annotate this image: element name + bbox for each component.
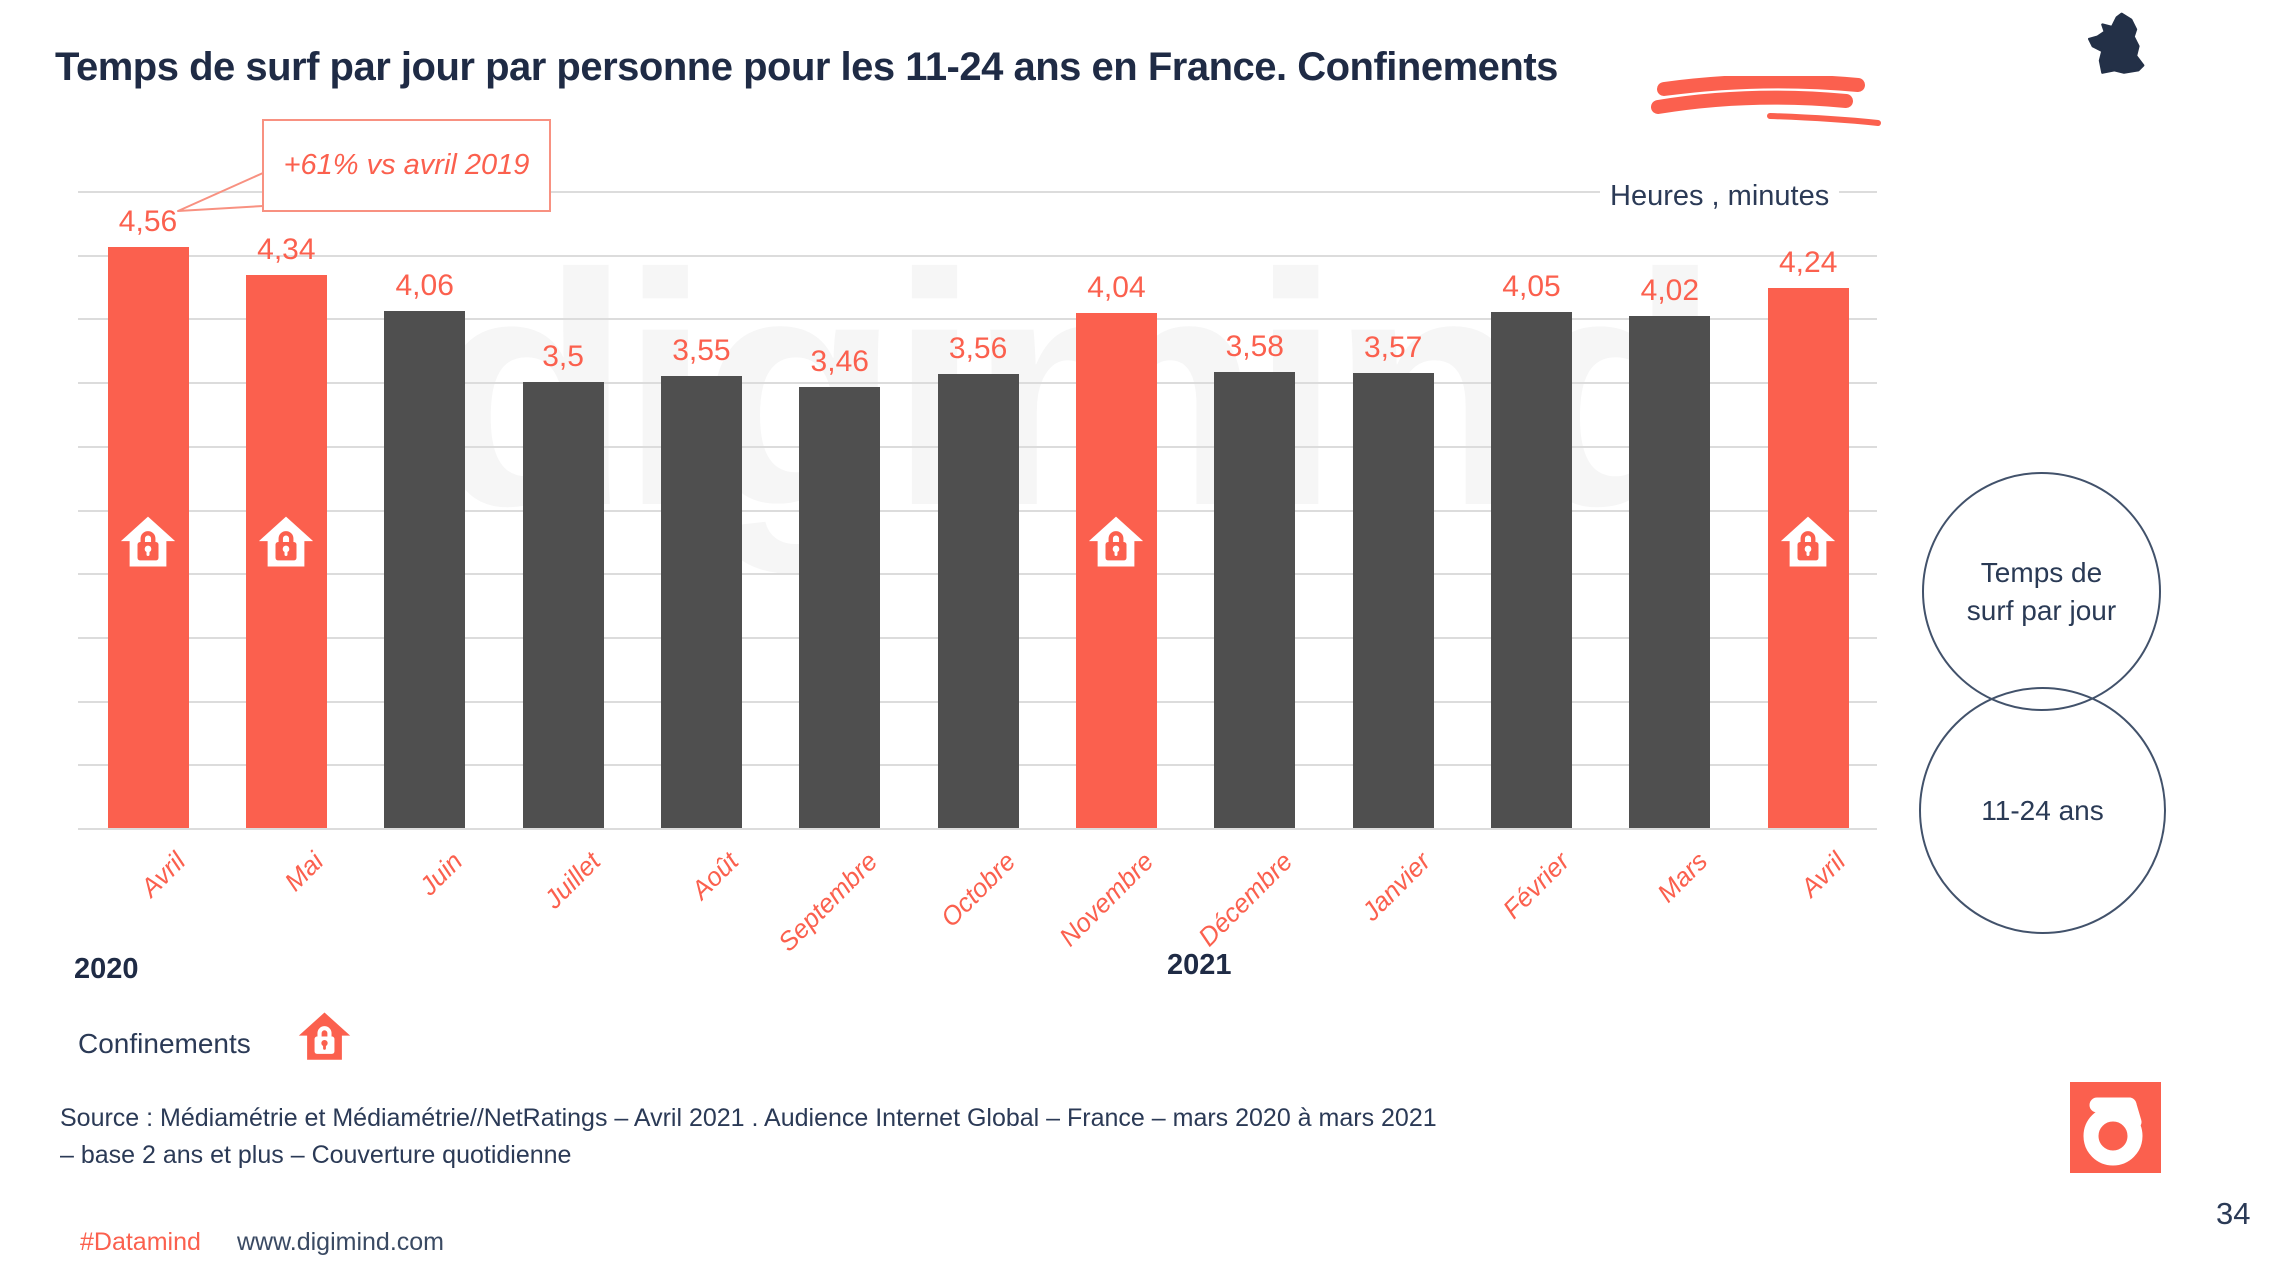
gridline — [78, 191, 1877, 193]
bar-juin — [384, 310, 466, 828]
bar-mars — [1629, 315, 1711, 828]
bar-value-label: 4,06 — [395, 268, 454, 302]
annotation-callout: +61% vs avril 2019 — [262, 119, 551, 212]
bar-juillet — [522, 382, 604, 828]
source-line-2: – base 2 ans et plus – Couverture quotid… — [60, 1141, 572, 1169]
bar-octobre — [937, 374, 1019, 828]
house-lock-icon — [120, 516, 176, 567]
lockdown-house-lock-icon — [298, 1010, 351, 1068]
bar-value-label: 4,34 — [257, 233, 316, 267]
bar-août — [660, 375, 742, 828]
bar-février — [1491, 312, 1572, 828]
bar-value-label: 3,5 — [542, 340, 584, 374]
bar-décembre — [1214, 371, 1296, 828]
bar-value-label: 4,04 — [1087, 271, 1146, 305]
axis-unit-label: Heures , minutes — [1600, 180, 1840, 213]
legend-label: Confinements — [78, 1028, 251, 1059]
annotation-callout-lines — [177, 172, 264, 212]
house-lock-icon — [1089, 516, 1144, 567]
gridline — [78, 828, 1877, 830]
website-link[interactable]: www.digimind.com — [237, 1228, 445, 1256]
underline-scribble-icon — [1651, 76, 1881, 126]
house-lock-icon-wrap — [1780, 514, 1836, 575]
bar-value-label: 3,46 — [810, 345, 869, 379]
digimind-logo — [2070, 1082, 2161, 1173]
circle-badge-temps-de-surf: Temps de surf par jour — [1922, 472, 2161, 711]
circle-badge-age: 11-24 ans — [1919, 687, 2166, 934]
bar-value-label: 4,56 — [118, 205, 178, 239]
page-title: Temps de surf par jour par personne pour… — [55, 44, 1558, 89]
source-text: Source : Médiamétrie et Médiamétrie//Net… — [60, 1100, 1680, 1174]
circle-badge-label: 11-24 ans — [1981, 794, 2104, 826]
house-lock-icon-wrap — [1088, 514, 1144, 575]
source-line-1: Source : Médiamétrie et Médiamétrie//Net… — [60, 1104, 1437, 1132]
bar-value-label: 4,02 — [1640, 273, 1700, 307]
bar-value-label: 4,05 — [1502, 270, 1561, 304]
house-lock-icon — [298, 1012, 351, 1060]
bar-value-label: 3,55 — [672, 333, 731, 367]
year-label-2020: 2020 — [74, 953, 139, 985]
house-lock-icon-wrap — [258, 514, 314, 575]
france-map-icon — [2088, 12, 2145, 74]
bar-septembre — [799, 387, 881, 828]
digimind-logo-glyph-icon — [2083, 1097, 2143, 1166]
year-label-2021: 2021 — [1167, 949, 1232, 981]
page-number: 34 — [2216, 1196, 2251, 1231]
bar-janvier — [1352, 373, 1434, 828]
bar-value-label: 4,24 — [1778, 245, 1838, 279]
bar-value-label: 3,57 — [1363, 331, 1423, 365]
bar-value-label: 3,56 — [948, 332, 1008, 366]
bar-value-label: 3,58 — [1225, 329, 1284, 363]
gridline — [78, 318, 1877, 321]
house-lock-icon — [1781, 516, 1836, 567]
bar-novembre — [1075, 313, 1157, 828]
annotation-text: +61% vs avril 2019 — [283, 149, 530, 181]
circle-badge-label: Temps de surf par jour — [1966, 556, 2117, 626]
house-lock-icon — [259, 516, 314, 567]
gridline — [78, 254, 1877, 257]
hashtag-label: #Datamind — [80, 1228, 201, 1256]
house-lock-icon-wrap — [120, 514, 176, 575]
